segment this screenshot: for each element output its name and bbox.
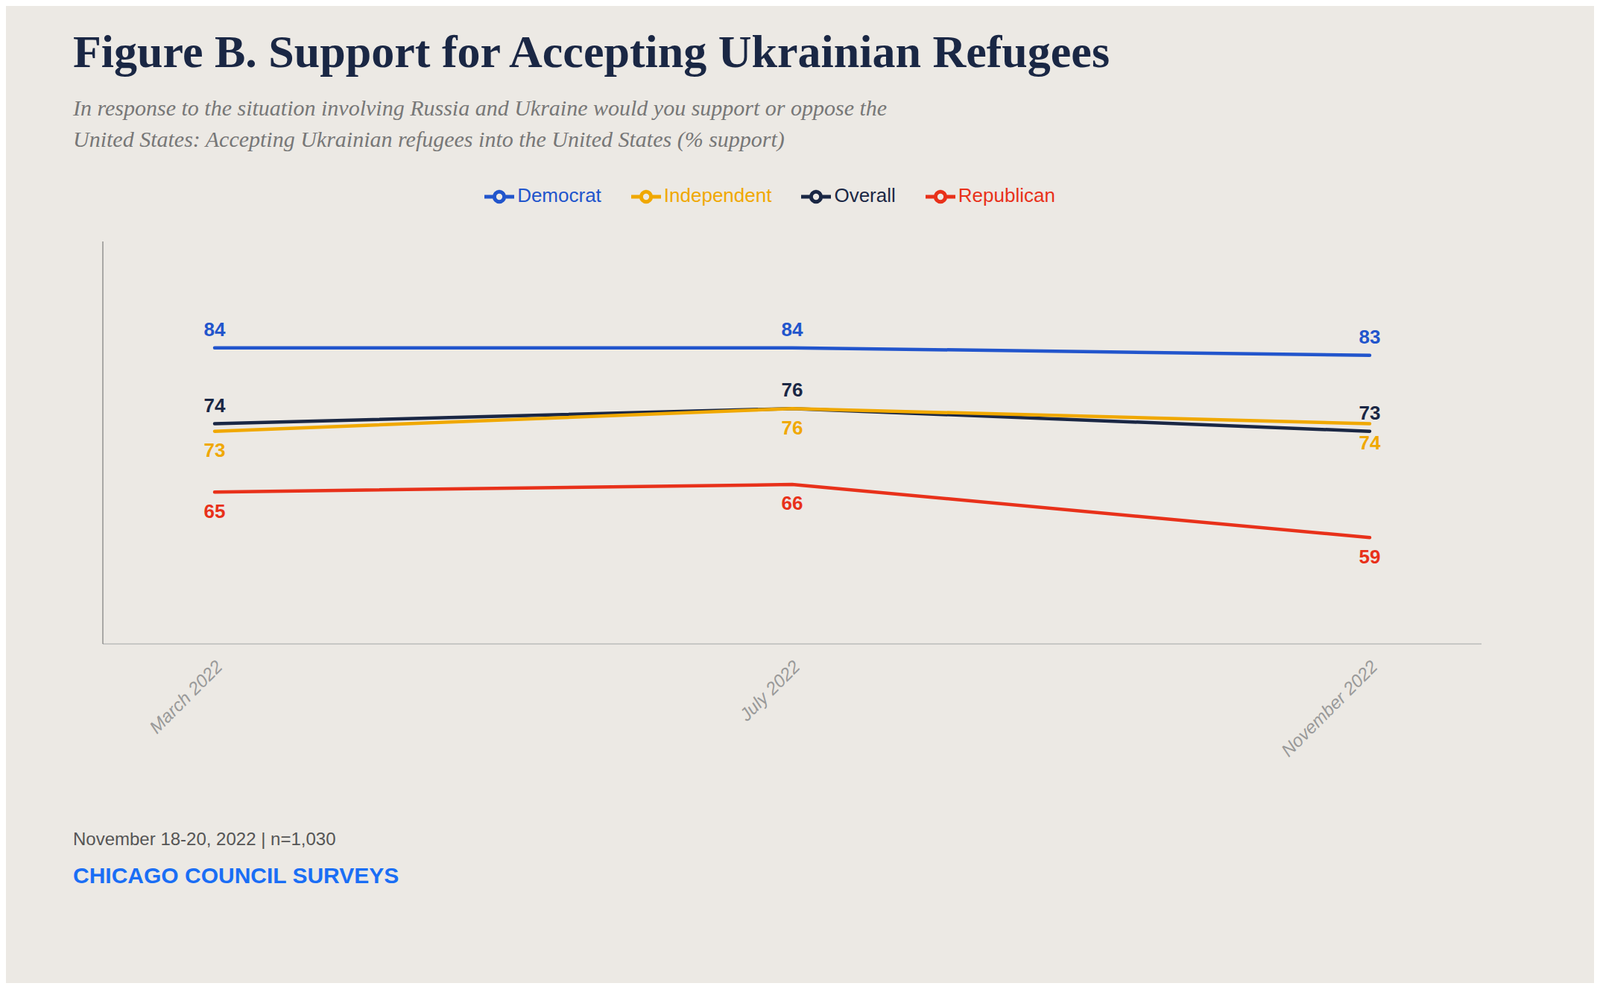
svg-text:73: 73 — [204, 439, 226, 463]
html-text:Independent: Independent — [663, 184, 772, 207]
html-text:Overall: Overall — [834, 184, 896, 207]
svg-text:76: 76 — [781, 379, 804, 402]
svg-text:74: 74 — [204, 394, 226, 417]
svg-text:83: 83 — [1359, 325, 1381, 349]
svg-text:84: 84 — [204, 318, 226, 341]
svg-text:73: 73 — [1359, 401, 1381, 425]
svg-text:65: 65 — [204, 500, 226, 523]
svg-text:84: 84 — [781, 318, 804, 341]
html-text:Democrat: Democrat — [517, 184, 602, 207]
html-text:November 18-20, 2022 | n=1,030: November 18-20, 2022 | n=1,030 — [73, 828, 336, 850]
html-text:CHICAGO COUNCIL SURVEYS: CHICAGO COUNCIL SURVEYS — [73, 863, 399, 888]
svg-text:76: 76 — [781, 416, 804, 439]
svg-text:March 2022: March 2022 — [145, 656, 227, 738]
svg-text:July 2022: July 2022 — [734, 656, 804, 726]
svg-text:66: 66 — [781, 492, 804, 515]
html-text:In response to the situation i: In response to the situation involving R… — [73, 95, 887, 152]
svg-text:November 2022: November 2022 — [1277, 656, 1382, 761]
svg-text:59: 59 — [1359, 545, 1381, 568]
html-text:Republican: Republican — [958, 184, 1056, 207]
html-text:Figure B. Support for Acceptin: Figure B. Support for Accepting Ukrainia… — [73, 26, 1110, 77]
svg-text:74: 74 — [1359, 431, 1381, 454]
